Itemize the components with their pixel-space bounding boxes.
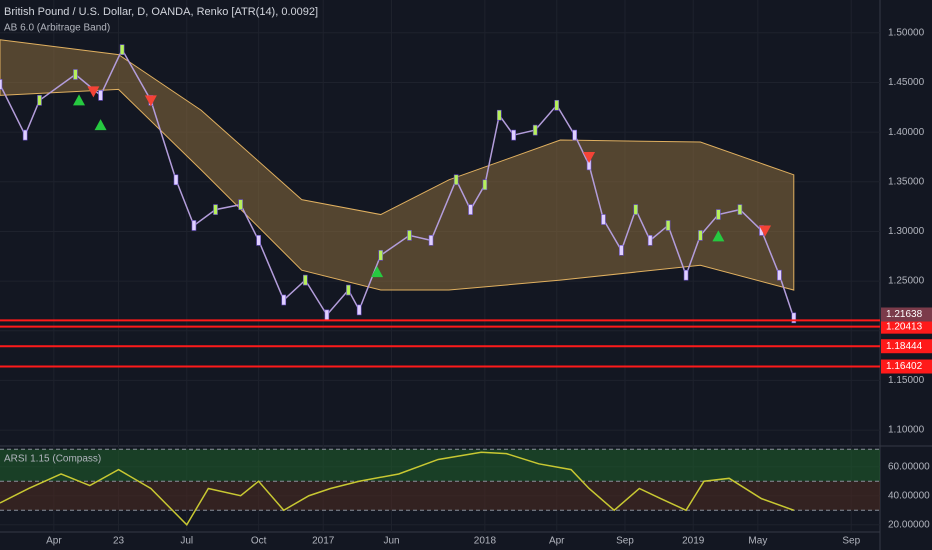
current-price-box	[881, 307, 932, 322]
renko-brick	[238, 199, 243, 210]
indicator-title: AB 6.0 (Arbitrage Band)	[4, 23, 110, 34]
upper-zone	[0, 449, 880, 482]
buy-signal	[73, 94, 86, 106]
renko-brick	[698, 230, 703, 241]
y-tick-label: 1.50000	[888, 27, 925, 38]
renko-brick	[173, 174, 179, 186]
sell-signal	[87, 86, 100, 98]
renko-brick	[346, 284, 351, 296]
y-tick-label: 1.15000	[888, 375, 925, 386]
renko-brick	[119, 44, 125, 55]
y-tick-label: 60.00000	[888, 461, 930, 472]
renko-brick	[511, 129, 516, 141]
renko-brick	[407, 230, 412, 241]
sell-signal	[583, 151, 596, 163]
price-level-label: 1.18444	[886, 341, 923, 352]
renko-brick	[777, 269, 782, 281]
renko-brick	[496, 109, 502, 121]
renko-brick	[0, 79, 3, 90]
y-tick-label: 40.00000	[888, 490, 930, 501]
x-tick-label: Apr	[549, 536, 565, 547]
renko-brick	[665, 220, 671, 231]
chart-title: British Pound / U.S. Dollar, D, OANDA, R…	[4, 6, 318, 18]
sell-signal	[759, 225, 772, 237]
renko-brick	[633, 204, 639, 215]
renko-brick	[532, 124, 538, 136]
renko-brick	[22, 129, 28, 141]
x-tick-label: Sep	[616, 536, 634, 547]
x-tick-label: 2019	[682, 536, 705, 547]
renko-brick	[213, 204, 218, 215]
y-tick-label: 1.30000	[888, 226, 925, 237]
y-tick-label: 1.45000	[888, 77, 925, 88]
renko-brick	[37, 95, 42, 106]
oscillator-line	[0, 451, 795, 526]
renko-brick	[482, 179, 488, 191]
price-level-label: 1.16402	[886, 361, 923, 372]
y-tick-label: 20.00000	[888, 519, 930, 530]
buy-signal	[371, 266, 384, 278]
band-area	[0, 39, 795, 291]
renko-brick	[191, 220, 197, 231]
renko-brick	[683, 269, 689, 281]
x-tick-label: Sep	[842, 536, 860, 547]
renko-brick	[737, 204, 743, 215]
x-tick-label: Apr	[46, 536, 62, 547]
x-tick-label: Jun	[383, 536, 399, 547]
y-tick-label: 1.40000	[888, 127, 925, 138]
renko-brick	[554, 99, 560, 111]
renko-brick	[281, 294, 287, 306]
renko-brick	[453, 174, 459, 186]
renko-brick	[256, 235, 261, 246]
y-tick-label: 1.10000	[888, 425, 925, 436]
price-level-box	[881, 359, 932, 374]
x-tick-label: Oct	[251, 536, 267, 547]
renko-brick	[73, 69, 78, 80]
sell-signal	[144, 95, 157, 107]
renko-brick	[647, 235, 653, 246]
renko-brick	[791, 312, 797, 324]
oscillator-title: ARSI 1.15 (Compass)	[4, 454, 101, 465]
renko-brick	[356, 304, 362, 316]
y-tick-label: 1.25000	[888, 276, 925, 287]
renko-brick	[98, 90, 103, 101]
renko-brick	[324, 309, 330, 321]
x-tick-label: Jul	[180, 536, 193, 547]
y-tick-label: 1.35000	[888, 176, 925, 187]
x-tick-label: 23	[113, 536, 125, 547]
renko-brick	[572, 129, 577, 141]
buy-signal	[94, 119, 107, 131]
renko-brick	[378, 249, 384, 261]
renko-brick	[601, 214, 606, 225]
x-tick-label: May	[748, 536, 767, 547]
x-tick-label: 2018	[474, 536, 497, 547]
current-price-label: 1.21638	[886, 309, 923, 320]
renko-brick	[428, 235, 434, 246]
price-level-label: 1.20413	[886, 321, 923, 332]
renko-brick	[619, 245, 624, 256]
x-tick-label: 2017	[312, 536, 335, 547]
lower-zone	[0, 481, 880, 511]
renko-brick	[716, 209, 721, 220]
renko-brick	[303, 274, 308, 286]
buy-signal	[712, 230, 725, 242]
renko-brick	[468, 204, 473, 215]
price-level-box	[881, 339, 932, 354]
price-level-box	[881, 319, 932, 334]
